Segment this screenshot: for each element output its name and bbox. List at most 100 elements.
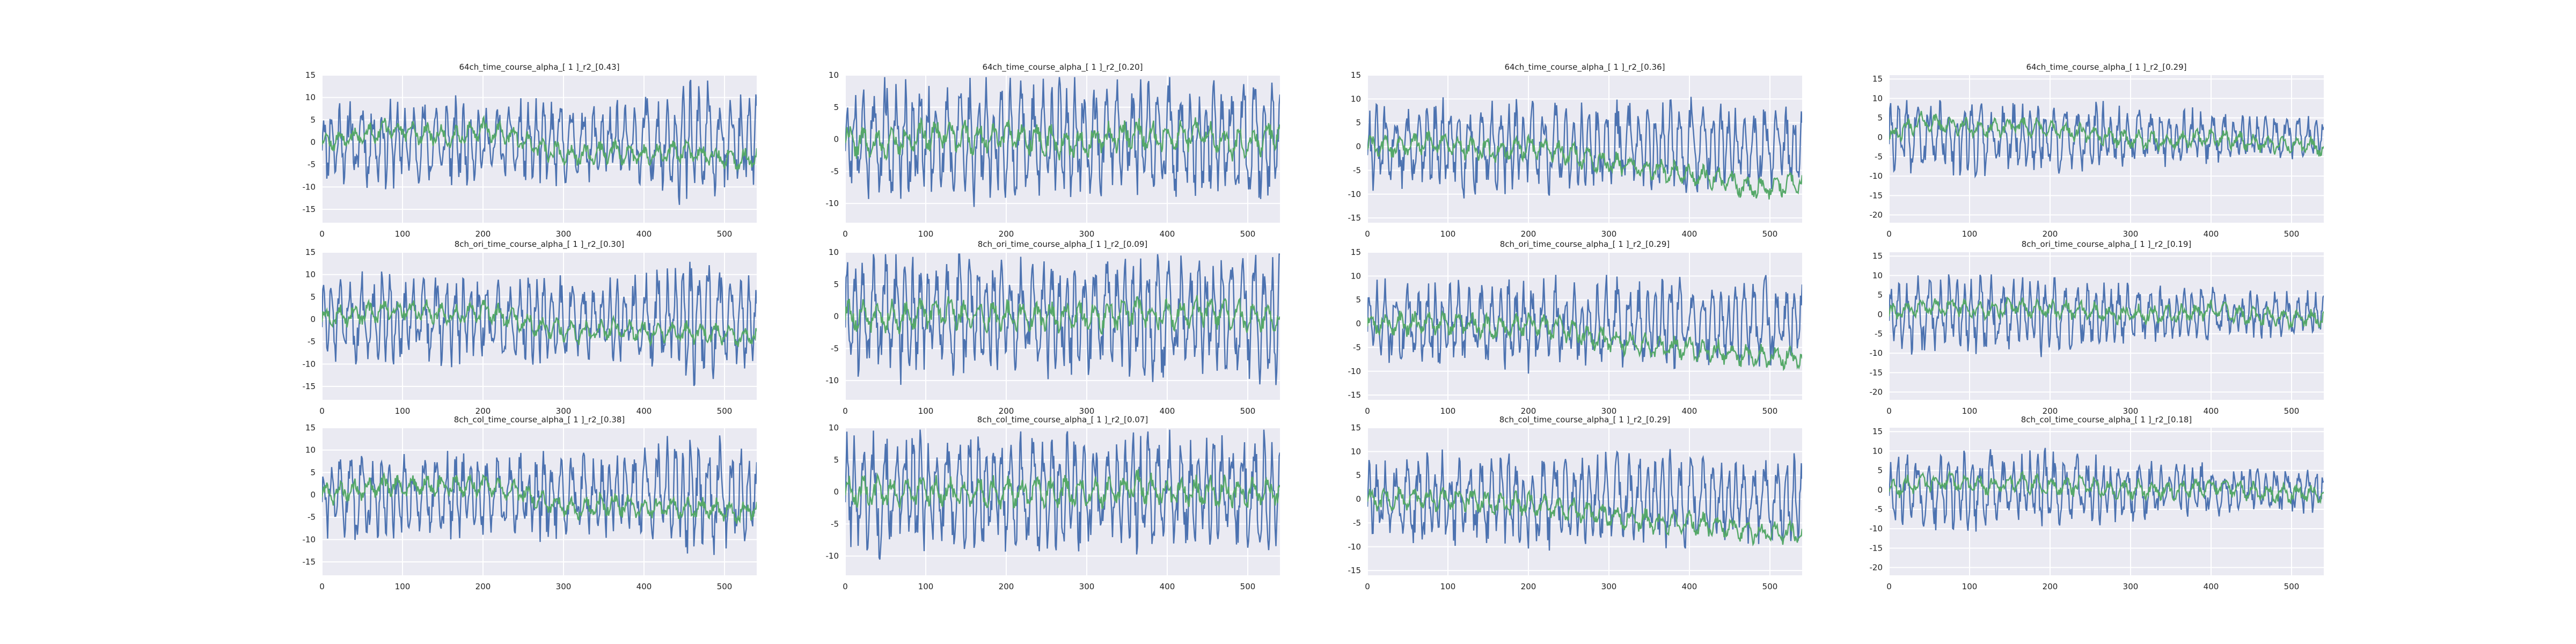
subplot-svg: 8ch_ori_time_course_alpha_[ 1 ]_r2_[0.29… (1348, 239, 1802, 416)
x-tick-label: 300 (1079, 582, 1095, 591)
x-tick-label: 0 (1886, 406, 1892, 416)
subplot-5: 8ch_ori_time_course_alpha_[ 1 ]_r2_[0.30… (284, 236, 757, 425)
x-tick-label: 400 (1682, 582, 1697, 591)
y-tick-label: -15 (1870, 543, 1883, 553)
subplot-svg: 8ch_ori_time_course_alpha_[ 1 ]_r2_[0.30… (303, 239, 757, 416)
subplot-svg: 8ch_col_time_course_alpha_[ 1 ]_r2_[0.18… (1870, 415, 2324, 591)
subplot-title: 8ch_col_time_course_alpha_[ 1 ]_r2_[0.38… (454, 415, 625, 425)
x-tick-label: 200 (2043, 229, 2058, 239)
subplot-title: 8ch_ori_time_course_alpha_[ 1 ]_r2_[0.09… (978, 239, 1148, 250)
series-line-estimate (845, 295, 1280, 335)
series-line-estimate (845, 116, 1280, 162)
subplot-4: 64ch_time_course_alpha_[ 1 ]_r2_[0.29] 0 1… (1851, 59, 2324, 247)
series-line-signal (322, 261, 757, 386)
x-tick-label: 0 (843, 582, 848, 591)
y-tick-label: -5 (831, 343, 839, 353)
x-tick-label: 100 (395, 582, 411, 591)
y-tick-label: 0 (833, 312, 839, 321)
y-tick-label: -5 (308, 513, 316, 522)
subplot-svg: 8ch_col_time_course_alpha_[ 1 ]_r2_[0.29… (1348, 415, 1802, 591)
series-line-estimate (1367, 487, 1802, 547)
subplot-svg: 8ch_ori_time_course_alpha_[ 1 ]_r2_[0.19… (1870, 239, 2324, 416)
series-line-estimate (1889, 296, 2324, 331)
x-tick-label: 300 (1079, 406, 1095, 416)
series-line-signal (845, 77, 1280, 207)
series-line-estimate (322, 298, 757, 348)
subplot-title: 8ch_ori_time_course_alpha_[ 1 ]_r2_[0.30… (455, 239, 625, 250)
x-tick-label: 100 (395, 406, 411, 416)
y-tick-label: 15 (1351, 70, 1361, 80)
x-tick-label: 400 (636, 229, 652, 239)
y-tick-label: 0 (1877, 310, 1883, 319)
y-tick-label: -10 (1348, 542, 1362, 552)
subplot-svg: 8ch_col_time_course_alpha_[ 1 ]_r2_[0.38… (303, 415, 757, 591)
subplot-7: 8ch_ori_time_course_alpha_[ 1 ]_r2_[0.29… (1330, 236, 1802, 425)
x-tick-label: 500 (2284, 229, 2300, 239)
x-tick-label: 500 (1762, 406, 1778, 416)
x-tick-label: 300 (2123, 406, 2139, 416)
x-tick-label: 300 (1601, 229, 1617, 239)
y-tick-label: 15 (1351, 423, 1361, 433)
y-tick-label: 0 (1877, 485, 1883, 495)
y-tick-label: 0 (1356, 319, 1361, 328)
subplot-svg: 64ch_time_course_alpha_[ 1 ]_r2_[0.29] 0 1… (1870, 62, 2324, 239)
y-tick-label: 5 (833, 455, 839, 465)
x-tick-label: 200 (1521, 406, 1536, 416)
y-tick-label: -20 (1870, 563, 1883, 573)
subplot-11: 8ch_col_time_course_alpha_[ 1 ]_r2_[0.29… (1330, 412, 1802, 600)
x-tick-label: 0 (1886, 582, 1892, 591)
y-tick-label: -5 (831, 519, 839, 529)
y-tick-label: -10 (1870, 524, 1883, 533)
y-tick-label: -10 (303, 359, 316, 369)
x-tick-label: 300 (556, 406, 572, 416)
series-line-signal (322, 435, 757, 555)
x-tick-label: 300 (1601, 406, 1617, 416)
x-tick-label: 100 (918, 406, 934, 416)
series-line-signal (322, 79, 757, 205)
subplot-2: 64ch_time_course_alpha_[ 1 ]_r2_[0.20] 0 1… (808, 59, 1280, 247)
y-tick-label: 5 (1877, 466, 1883, 475)
y-tick-label: 0 (310, 490, 316, 500)
series-line-signal (1889, 448, 2324, 532)
y-tick-label: 5 (1877, 113, 1883, 123)
x-tick-label: 500 (717, 582, 733, 591)
y-tick-label: -10 (1348, 367, 1362, 376)
y-tick-label: -5 (1353, 518, 1361, 528)
y-tick-label: 0 (1356, 142, 1361, 151)
x-tick-label: 0 (1365, 582, 1370, 591)
x-tick-label: 300 (556, 229, 572, 239)
x-tick-label: 200 (475, 406, 491, 416)
series-line-estimate (845, 469, 1280, 510)
x-tick-label: 400 (1160, 582, 1175, 591)
y-tick-label: 10 (1351, 94, 1361, 104)
x-tick-label: 400 (1682, 406, 1697, 416)
subplot-title: 64ch_time_course_alpha_[ 1 ]_r2_[0.20] (982, 62, 1143, 72)
series-line-signal (1367, 97, 1802, 199)
y-tick-label: -5 (1875, 329, 1883, 339)
axes-background (1367, 75, 1802, 223)
y-tick-label: 10 (829, 423, 839, 433)
x-tick-label: 0 (319, 406, 325, 416)
y-tick-label: 15 (1872, 74, 1883, 84)
y-tick-label: -20 (1870, 387, 1883, 397)
x-tick-label: 100 (1962, 582, 1978, 591)
y-tick-label: -15 (1348, 213, 1362, 223)
series-line-estimate (322, 471, 757, 524)
subplot-6: 8ch_ori_time_course_alpha_[ 1 ]_r2_[0.09… (808, 236, 1280, 425)
x-tick-label: 500 (1762, 582, 1778, 591)
y-tick-label: -10 (826, 551, 839, 561)
y-tick-label: -10 (826, 376, 839, 385)
subplot-title: 8ch_ori_time_course_alpha_[ 1 ]_r2_[0.19… (2022, 239, 2192, 250)
y-tick-label: -10 (303, 535, 316, 544)
y-tick-label: -15 (303, 557, 316, 567)
subplot-svg: 64ch_time_course_alpha_[ 1 ]_r2_[0.43] 0 1… (303, 62, 757, 239)
x-tick-label: 0 (843, 229, 848, 239)
y-tick-label: 15 (1351, 247, 1361, 257)
x-tick-label: 100 (918, 229, 934, 239)
x-tick-label: 0 (1365, 406, 1370, 416)
x-tick-label: 400 (2204, 406, 2219, 416)
y-tick-label: -5 (308, 337, 316, 347)
subplot-10: 8ch_col_time_course_alpha_[ 1 ]_r2_[0.07… (808, 412, 1280, 600)
y-tick-label: 5 (310, 467, 316, 477)
